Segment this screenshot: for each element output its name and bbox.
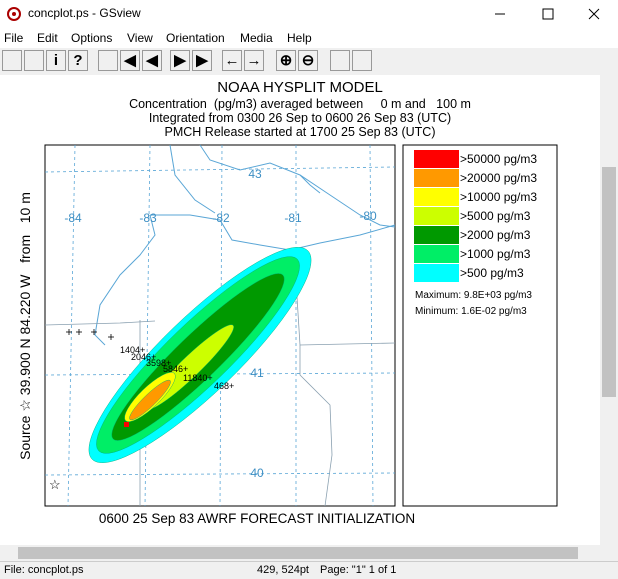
legend-swatch bbox=[414, 264, 459, 282]
legend-label: >10000 pg/m3 bbox=[460, 190, 537, 204]
latitude-label: 41 bbox=[250, 366, 264, 380]
toolbar: i ? ◀ ◀ ▶ ▶ ← → ⊕ ⊖ bbox=[0, 48, 618, 76]
source-label: Source ☆ 39.900 N 84.220 W from 10 m bbox=[17, 192, 33, 460]
legend-label: >1000 pg/m3 bbox=[460, 247, 531, 261]
open-button[interactable] bbox=[2, 50, 22, 71]
plot-line: Concentration (pg/m3) averaged between 0… bbox=[129, 97, 471, 111]
last-button[interactable]: ▶ bbox=[192, 50, 212, 71]
info-button[interactable]: i bbox=[46, 50, 66, 71]
longitude-label: -84 bbox=[64, 211, 82, 225]
plume bbox=[88, 247, 312, 463]
status-page: Page: "1" 1 of 1 bbox=[320, 564, 397, 576]
plot-footer: 0600 25 Sep 83 AWRF FORECAST INITIALIZAT… bbox=[99, 511, 415, 526]
longitude-label: -83 bbox=[139, 211, 157, 225]
document-view: NOAA HYSPLIT MODEL Concentration (pg/m3)… bbox=[0, 75, 600, 545]
map: ☆ bbox=[44, 144, 396, 507]
next-button[interactable]: ▶ bbox=[170, 50, 190, 71]
legend-label: >500 pg/m3 bbox=[460, 266, 524, 280]
longitude-label: -81 bbox=[284, 211, 302, 225]
plot-page: NOAA HYSPLIT MODEL Concentration (pg/m3)… bbox=[17, 79, 558, 526]
legend-label: >50000 pg/m3 bbox=[460, 152, 537, 166]
legend-swatch bbox=[414, 169, 459, 187]
menu-item[interactable]: View bbox=[127, 31, 153, 45]
status-position: 429, 524pt bbox=[257, 564, 309, 576]
point-label: 1404+ bbox=[120, 345, 145, 355]
latitude-label: 40 bbox=[250, 466, 264, 480]
point-label: 468+ bbox=[214, 381, 234, 391]
point-label: 5846+ bbox=[163, 364, 188, 374]
legend-swatch bbox=[414, 150, 459, 168]
point-label: 11840+ bbox=[183, 373, 213, 383]
plot-line: PMCH Release started at 1700 25 Sep 83 (… bbox=[165, 125, 436, 139]
legend-minimum: Minimum: 1.6E-02 pg/m3 bbox=[415, 306, 527, 317]
app-icon bbox=[7, 7, 21, 21]
horizontal-scrollbar[interactable] bbox=[0, 545, 600, 561]
point-label: 3598+ bbox=[146, 358, 171, 368]
legend-label: >5000 pg/m3 bbox=[460, 209, 531, 223]
menu-item[interactable]: Options bbox=[71, 31, 113, 45]
prev-button[interactable]: ◀ bbox=[142, 50, 162, 71]
legend-label: >2000 pg/m3 bbox=[460, 228, 531, 242]
text-find-button[interactable] bbox=[330, 50, 350, 71]
legend-swatch bbox=[414, 226, 459, 244]
legend-swatch bbox=[414, 245, 459, 263]
title-bar: concplot.ps - GSview bbox=[0, 0, 618, 28]
longitude-label: -80 bbox=[359, 209, 377, 223]
text-next-button[interactable] bbox=[352, 50, 372, 71]
menu-bar: File Edit Options View Orientation Media Help bbox=[0, 28, 618, 48]
menu-item[interactable]: Orientation bbox=[166, 31, 225, 45]
print-button[interactable] bbox=[24, 50, 44, 71]
latitude-label: 43 bbox=[248, 167, 262, 181]
back-button[interactable]: ← bbox=[222, 50, 242, 71]
legend-swatch bbox=[414, 207, 459, 225]
status-bar: File: concplot.ps 429, 524pt Page: "1" 1… bbox=[0, 561, 618, 579]
zoom-out-button[interactable]: ⊖ bbox=[298, 50, 318, 71]
source-marks bbox=[66, 329, 114, 340]
menu-item[interactable]: Edit bbox=[37, 31, 58, 45]
point-label: 2046+ bbox=[131, 352, 156, 362]
menu-item[interactable]: Help bbox=[287, 31, 312, 45]
plot-line: Integrated from 0300 26 Sep to 0600 26 S… bbox=[149, 111, 451, 125]
legend-maximum: Maximum: 9.8E+03 pg/m3 bbox=[415, 290, 532, 301]
longitude-label: -82 bbox=[212, 211, 230, 225]
help-button[interactable]: ? bbox=[68, 50, 88, 71]
legend-swatch bbox=[414, 188, 459, 206]
plot-title: NOAA HYSPLIT MODEL bbox=[217, 79, 383, 96]
status-file: File: concplot.ps bbox=[4, 564, 84, 576]
shorelines bbox=[94, 144, 396, 346]
window-controls[interactable] bbox=[470, 0, 618, 28]
goto-button[interactable] bbox=[98, 50, 118, 71]
forward-button[interactable]: → bbox=[244, 50, 264, 71]
plume-peak bbox=[124, 422, 129, 427]
vertical-scrollbar[interactable] bbox=[600, 75, 618, 545]
legend-label: >20000 pg/m3 bbox=[460, 171, 537, 185]
zoom-in-button[interactable]: ⊕ bbox=[276, 50, 296, 71]
plume-contour bbox=[129, 379, 171, 421]
first-button[interactable]: ◀ bbox=[120, 50, 140, 71]
menu-item[interactable]: File bbox=[4, 31, 24, 45]
source-star: ☆ bbox=[49, 477, 61, 492]
menu-item[interactable]: Media bbox=[240, 31, 273, 45]
window-title: concplot.ps - GSview bbox=[28, 6, 141, 20]
